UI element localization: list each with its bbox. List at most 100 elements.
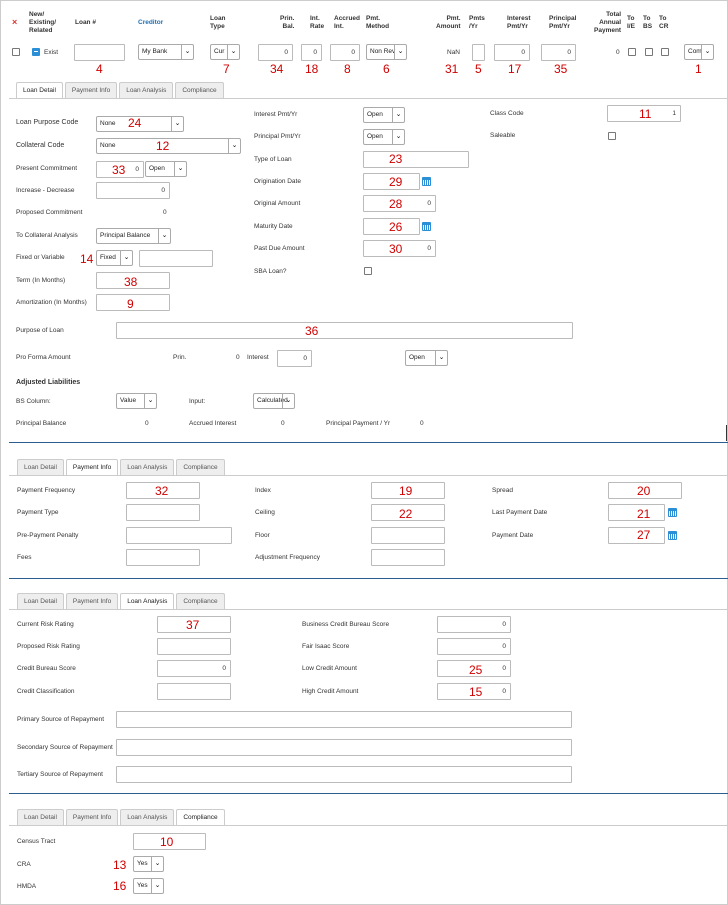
tab-divider — [9, 609, 728, 610]
interest-pmt-yr-select[interactable]: Open ⌄ — [363, 107, 405, 123]
accrued-int-input[interactable]: 0 — [330, 44, 360, 61]
to-bs-checkbox[interactable] — [645, 48, 653, 56]
calendar-icon[interactable] — [668, 531, 677, 540]
tertiary-source-input[interactable] — [116, 766, 572, 783]
last-payment-date-input[interactable] — [608, 504, 665, 521]
principal-pmt-input[interactable]: 0 — [541, 44, 576, 61]
to-ie-checkbox[interactable] — [628, 48, 636, 56]
cra-select[interactable]: Yes ⌄ — [133, 856, 164, 872]
tab-compliance[interactable]: Compliance — [176, 593, 225, 610]
prin-value: 0 — [236, 354, 240, 361]
prin-bal-input[interactable]: 0 — [258, 44, 293, 61]
tab-compliance[interactable]: Compliance — [175, 82, 224, 99]
annotation: 29 — [389, 175, 403, 189]
remove-icon[interactable]: × — [12, 17, 18, 27]
tab-loan-analysis[interactable]: Loan Analysis — [120, 809, 175, 826]
increase-decrease-input[interactable]: 0 — [96, 182, 170, 199]
tab-loan-detail[interactable]: Loan Detail — [16, 82, 63, 99]
payment-type-input[interactable] — [126, 504, 200, 521]
adjustment-frequency-input[interactable] — [371, 549, 445, 566]
tab-loan-analysis[interactable]: Loan Analysis — [119, 82, 174, 99]
secondary-source-input[interactable] — [116, 739, 572, 756]
loan-number-input[interactable] — [74, 44, 125, 61]
collateral-code-select[interactable]: None ⌄ — [96, 138, 241, 154]
input-select[interactable]: Calculated ⌄ — [253, 393, 295, 409]
tab-loan-analysis[interactable]: Loan Analysis — [120, 459, 175, 476]
credit-classification-label: Credit Classification — [17, 688, 75, 695]
tab-loan-detail[interactable]: Loan Detail — [17, 593, 64, 610]
credit-bureau-input[interactable]: 0 — [157, 660, 231, 677]
interest-pmt-input[interactable]: 0 — [494, 44, 530, 61]
chevron-down-icon: ⌄ — [181, 45, 193, 59]
annotation: 27 — [637, 528, 651, 542]
present-commitment-select[interactable]: Open ⌄ — [145, 161, 187, 177]
term-input[interactable] — [96, 272, 170, 289]
amortization-input[interactable] — [96, 294, 170, 311]
current-risk-input[interactable] — [157, 616, 231, 633]
to-collateral-select[interactable]: Principal Balance ⌄ — [96, 228, 171, 244]
floor-input[interactable] — [371, 527, 445, 544]
type-of-loan-input[interactable] — [363, 151, 469, 168]
low-credit-input[interactable]: 0 — [437, 660, 511, 677]
hmda-select[interactable]: Yes ⌄ — [133, 878, 164, 894]
tab-loan-detail[interactable]: Loan Detail — [17, 459, 64, 476]
row-select-checkbox[interactable] — [12, 48, 20, 56]
header-creditor[interactable]: Creditor — [138, 19, 164, 26]
pre-payment-penalty-input[interactable] — [126, 527, 232, 544]
maturity-date-input[interactable] — [363, 218, 420, 235]
fixed-variable-input[interactable] — [139, 250, 213, 267]
minus-icon[interactable] — [32, 48, 40, 56]
interest-input[interactable]: 0 — [277, 350, 312, 367]
ceiling-input[interactable] — [371, 504, 445, 521]
saleable-checkbox[interactable] — [608, 132, 616, 140]
calendar-icon[interactable] — [422, 177, 431, 186]
primary-source-input[interactable] — [116, 711, 572, 728]
origination-date-input[interactable] — [363, 173, 420, 190]
tab-loan-detail[interactable]: Loan Detail — [17, 809, 64, 826]
index-input[interactable] — [371, 482, 445, 499]
sba-loan-checkbox[interactable] — [364, 267, 372, 275]
high-credit-input[interactable]: 0 — [437, 683, 511, 700]
census-tract-input[interactable] — [133, 833, 206, 850]
loan-type-select[interactable]: Cur ⌄ — [210, 44, 240, 60]
int-rate-input[interactable]: 0 — [301, 44, 322, 61]
tab-payment-info[interactable]: Payment Info — [65, 593, 119, 610]
to-cr-checkbox[interactable] — [661, 48, 669, 56]
pmt-method-select[interactable]: Non Rev ⌄ — [366, 44, 407, 60]
annotation: 30 — [389, 242, 403, 256]
proposed-commitment-value: 0 — [163, 209, 167, 216]
fair-isaac-input[interactable]: 0 — [437, 638, 511, 655]
tab-payment-info[interactable]: Payment Info — [65, 809, 119, 826]
creditor-select[interactable]: My Bank ⌄ — [138, 44, 194, 60]
class-code-input[interactable]: 1 — [607, 105, 681, 122]
credit-classification-input[interactable] — [157, 683, 231, 700]
tab-payment-info[interactable]: Payment Info — [65, 459, 119, 476]
business-credit-input[interactable]: 0 — [437, 616, 511, 633]
fees-input[interactable] — [126, 549, 200, 566]
calendar-icon[interactable] — [668, 508, 677, 517]
payment-frequency-input[interactable] — [126, 482, 200, 499]
fixed-variable-select[interactable]: Fixed ⌄ — [96, 250, 133, 266]
past-due-input[interactable]: 0 — [363, 240, 436, 257]
loan-purpose-code-select[interactable]: None ⌄ — [96, 116, 184, 132]
tab-compliance[interactable]: Compliance — [176, 459, 225, 476]
annotation: 37 — [186, 618, 200, 632]
spread-input[interactable] — [608, 482, 682, 499]
pmt-method-value: Non Rev — [370, 48, 396, 55]
tab-compliance[interactable]: Compliance — [176, 809, 225, 826]
original-amount-input[interactable]: 0 — [363, 195, 436, 212]
pro-forma-label: Pro Forma Amount — [16, 354, 71, 361]
calendar-icon[interactable] — [422, 222, 431, 231]
payment-date-input[interactable] — [608, 527, 665, 544]
proposed-risk-input[interactable] — [157, 638, 231, 655]
pro-forma-select[interactable]: Open ⌄ — [405, 350, 448, 366]
present-commitment-input[interactable]: 0 — [96, 161, 144, 178]
tab-payment-info[interactable]: Payment Info — [64, 82, 118, 99]
purpose-of-loan-input[interactable] — [116, 322, 573, 339]
com-select[interactable]: Com ⌄ — [684, 44, 714, 60]
pmts-yr-input[interactable] — [472, 44, 485, 61]
tab-loan-analysis[interactable]: Loan Analysis — [120, 593, 175, 610]
principal-pmt-yr-select[interactable]: Open ⌄ — [363, 129, 405, 145]
annotation: 17 — [508, 62, 522, 76]
bs-column-select[interactable]: Value ⌄ — [116, 393, 157, 409]
